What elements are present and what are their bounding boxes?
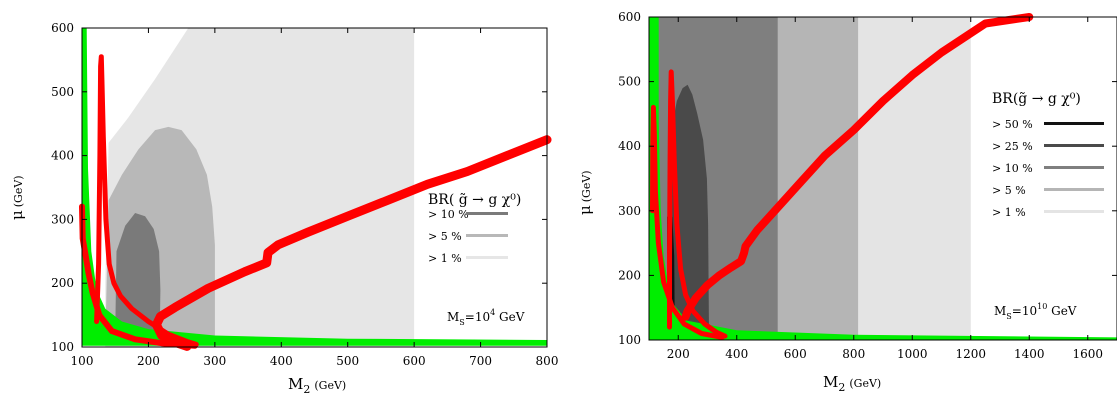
right-yticks: 100 200 300 400 500 600 xyxy=(618,10,1117,347)
right-legend-label: > 10 % xyxy=(992,162,1033,175)
right-regions xyxy=(654,17,971,340)
left-red-curves xyxy=(79,54,552,351)
right-legend-swatch xyxy=(1044,210,1104,213)
left-legend-entries: > 10 % > 5 % > 1 % xyxy=(428,208,508,265)
left-xticks: 100 200 300 400 500 600 700 800 xyxy=(71,28,559,368)
right-legend-swatch xyxy=(1044,188,1104,191)
right-legend: BR(g̃ → g χ⁰) > 50 % > 25 % > 10 % > 5 % > 1… xyxy=(992,91,1104,219)
right-legend-swatch xyxy=(1044,144,1104,147)
right-red-curves xyxy=(650,13,1034,340)
left-x-axis-label: M2 (GeV) xyxy=(288,375,346,394)
left-ytick-label: 300 xyxy=(51,212,74,226)
left-xtick-label: 400 xyxy=(270,354,293,368)
right-xtick-label: 1000 xyxy=(897,347,928,361)
left-legend-swatch xyxy=(466,234,508,237)
right-ytick-label: 500 xyxy=(618,75,641,89)
left-legend: BR( g̃ → g χ⁰) > 10 % > 5 % > 1 % xyxy=(428,192,521,265)
left-red-curve-2 xyxy=(151,135,552,351)
left-ytick-label: 600 xyxy=(51,21,74,35)
right-legend-label: > 5 % xyxy=(992,184,1026,197)
left-xtick-label: 100 xyxy=(71,354,94,368)
left-y-axis-label: μ(GeV) xyxy=(8,175,26,220)
right-annotation: MS=1010 GeV xyxy=(994,302,1077,321)
right-legend-swatch xyxy=(1044,122,1104,125)
left-legend-label: > 10 % xyxy=(428,208,469,221)
left-plot-frame xyxy=(81,27,548,348)
right-xtick-label: 1200 xyxy=(955,347,986,361)
left-ytick-label: 500 xyxy=(51,85,74,99)
left-chart: 100 200 300 400 500 600 700 800 100 200 300 400 500… xyxy=(8,21,558,394)
left-xtick-label: 500 xyxy=(336,354,359,368)
right-legend-entries: > 50 % > 25 % > 10 % > 5 % > 1 % xyxy=(992,118,1104,219)
right-legend-label: > 1 % xyxy=(992,206,1026,219)
right-ytick-label: 400 xyxy=(618,139,641,153)
left-xtick-label: 200 xyxy=(137,354,160,368)
left-ytick-label: 200 xyxy=(51,276,74,290)
right-legend-label: > 25 % xyxy=(992,140,1033,153)
left-xtick-label: 700 xyxy=(469,354,492,368)
left-ytick-label: 100 xyxy=(51,340,74,354)
right-red-curve-0 xyxy=(650,104,725,340)
left-legend-swatch xyxy=(466,256,508,259)
left-ytick-label: 400 xyxy=(51,149,74,163)
right-xticks: 200 400 600 800 1000 1200 1400 1600 xyxy=(667,17,1103,361)
left-legend-swatch xyxy=(466,212,508,215)
right-red-curve-2 xyxy=(681,13,1034,321)
right-plot-frame xyxy=(648,16,1117,341)
right-legend-title: BR(g̃ → g χ⁰) xyxy=(992,91,1081,107)
right-xtick-label: 1400 xyxy=(1014,347,1045,361)
left-yticks: 100 200 300 400 500 600 xyxy=(51,21,547,354)
right-ytick-label: 200 xyxy=(618,268,641,282)
left-legend-title: BR( g̃ → g χ⁰) xyxy=(428,192,521,208)
right-xtick-label: 400 xyxy=(725,347,748,361)
right-red-curve-1 xyxy=(667,69,728,339)
right-xtick-label: 200 xyxy=(667,347,690,361)
left-xtick-label: 800 xyxy=(536,354,559,368)
right-ytick-label: 300 xyxy=(618,204,641,218)
right-chart: 200 400 600 800 1000 1200 1400 1600 100 200 300 40… xyxy=(576,10,1117,394)
right-xtick-label: 1600 xyxy=(1072,347,1103,361)
left-legend-label: > 1 % xyxy=(428,252,462,265)
right-x-axis-label: M2 (GeV) xyxy=(823,373,881,394)
left-xtick-label: 300 xyxy=(203,354,226,368)
left-legend-label: > 5 % xyxy=(428,230,462,243)
right-xtick-label: 800 xyxy=(842,347,865,361)
left-regions xyxy=(105,28,415,347)
right-y-axis-label: μ(GeV) xyxy=(576,170,594,215)
left-annotation: MS=104 GeV xyxy=(447,308,525,327)
left-xtick-label: 600 xyxy=(403,354,426,368)
right-ytick-label: 100 xyxy=(618,333,641,347)
right-legend-swatch xyxy=(1044,166,1104,169)
right-legend-label: > 50 % xyxy=(992,118,1033,131)
right-ytick-label: 600 xyxy=(618,10,641,24)
right-xtick-label: 600 xyxy=(784,347,807,361)
